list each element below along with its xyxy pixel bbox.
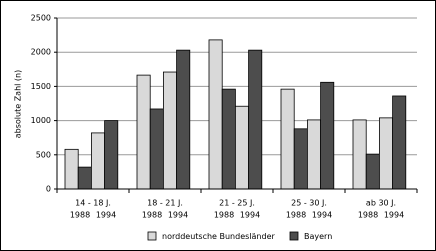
x-tick-label: 25 - 30 J. bbox=[291, 199, 327, 208]
year-label: 1988 bbox=[286, 211, 306, 220]
year-label: 1994 bbox=[312, 211, 332, 220]
bar bbox=[162, 71, 177, 190]
bar bbox=[392, 95, 407, 190]
y-tick-label: 1500 bbox=[31, 82, 51, 91]
bar bbox=[320, 81, 335, 190]
bar bbox=[104, 120, 119, 190]
bar bbox=[365, 153, 380, 190]
x-tick-label: 21 - 25 J. bbox=[219, 199, 255, 208]
year-label: 1988 bbox=[70, 211, 90, 220]
bar bbox=[248, 49, 263, 190]
legend-swatch bbox=[147, 231, 157, 241]
bar bbox=[234, 105, 249, 190]
y-tick-label: 0 bbox=[46, 185, 51, 194]
y-axis-label: absolute Zahl (n) bbox=[14, 70, 23, 138]
year-label: 1994 bbox=[168, 211, 188, 220]
bar bbox=[352, 119, 367, 190]
year-label: 1994 bbox=[240, 211, 260, 220]
x-tick-label: ab 30 J. bbox=[366, 199, 396, 208]
year-label: 1988 bbox=[214, 211, 234, 220]
bar bbox=[306, 119, 321, 190]
y-tick-label: 2500 bbox=[31, 14, 51, 23]
y-tick-label: 500 bbox=[36, 150, 51, 159]
bar bbox=[149, 108, 164, 190]
year-label: 1994 bbox=[96, 211, 116, 220]
bar bbox=[91, 132, 106, 190]
year-label: 1988 bbox=[358, 211, 378, 220]
x-tick-label: 18 - 21 J. bbox=[147, 199, 183, 208]
year-label: 1994 bbox=[384, 211, 404, 220]
bar bbox=[136, 74, 151, 190]
legend-swatch bbox=[289, 231, 299, 241]
year-label: 1988 bbox=[142, 211, 162, 220]
bar bbox=[378, 117, 393, 190]
legend-label: Bayern bbox=[304, 232, 332, 241]
bar bbox=[176, 49, 191, 190]
bar bbox=[64, 148, 79, 190]
bar bbox=[280, 88, 295, 190]
bar bbox=[208, 39, 223, 190]
y-tick-label: 1000 bbox=[31, 116, 51, 125]
bar bbox=[293, 128, 308, 190]
x-tick-label: 14 - 18 J. bbox=[75, 199, 111, 208]
bar bbox=[221, 88, 236, 190]
legend-label: norddeutsche Bundesländer bbox=[162, 232, 275, 241]
y-tick-label: 2000 bbox=[31, 48, 51, 57]
bar bbox=[77, 166, 92, 190]
